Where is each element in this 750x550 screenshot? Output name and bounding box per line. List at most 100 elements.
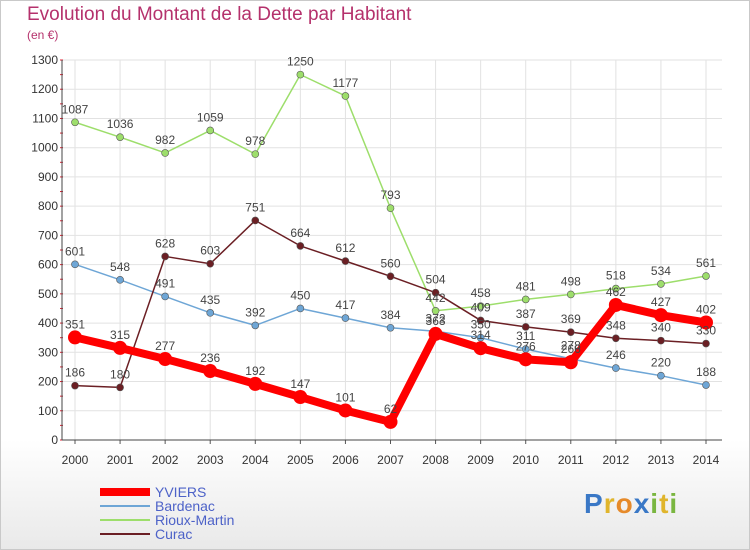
data-label: 236	[200, 351, 220, 365]
data-label: 101	[335, 390, 355, 404]
x-tick-label: 2000	[62, 453, 89, 467]
data-point	[653, 308, 668, 323]
data-point	[341, 314, 350, 322]
data-point	[657, 336, 665, 345]
data-label: 664	[290, 226, 310, 240]
data-point	[566, 328, 575, 336]
data-point	[116, 383, 124, 392]
logo-letter: P	[584, 488, 604, 519]
y-tick-label: 1300	[31, 53, 58, 67]
data-label: 315	[110, 328, 130, 342]
y-tick-label: 1200	[31, 82, 58, 96]
legend-label: Curac	[155, 526, 192, 542]
data-point	[383, 414, 398, 429]
data-label: 1177	[333, 76, 359, 90]
data-label: 266	[561, 342, 581, 356]
data-point	[476, 302, 485, 310]
data-point	[116, 276, 124, 284]
logo-letter: x	[633, 488, 651, 519]
data-point	[158, 352, 173, 367]
data-point	[563, 355, 578, 370]
data-point	[296, 70, 305, 79]
data-point	[566, 290, 575, 299]
x-tick-label: 2013	[648, 453, 675, 467]
data-point	[612, 364, 620, 372]
data-point	[341, 92, 350, 100]
data-label: 369	[561, 312, 581, 326]
data-label: 392	[245, 305, 265, 319]
data-point	[203, 364, 218, 379]
data-point	[699, 315, 713, 330]
data-point	[338, 403, 353, 418]
x-tick-label: 2003	[197, 453, 224, 467]
data-point	[161, 292, 169, 301]
data-label: 220	[651, 356, 671, 370]
data-point	[251, 150, 260, 158]
data-point	[341, 257, 350, 265]
logo-letter: t	[659, 488, 670, 519]
data-label: 450	[290, 288, 310, 302]
data-point	[702, 272, 710, 280]
data-label: 442	[426, 291, 446, 305]
x-tick-label: 2005	[287, 453, 314, 467]
data-label: 427	[651, 295, 671, 309]
data-point	[71, 260, 79, 269]
data-point	[612, 334, 620, 343]
data-label: 1036	[107, 117, 134, 131]
x-tick-label: 2012	[603, 453, 630, 467]
data-label: 246	[606, 348, 626, 362]
data-label: 612	[335, 241, 355, 255]
data-label: 481	[516, 279, 536, 293]
y-tick-label: 600	[38, 258, 58, 272]
data-label: 276	[516, 339, 536, 353]
data-label: 491	[155, 276, 175, 290]
x-tick-label: 2008	[422, 453, 449, 467]
data-label: 277	[155, 339, 175, 353]
data-label: 180	[110, 367, 130, 381]
chart-subtitle: (en €)	[27, 28, 59, 42]
x-tick-label: 2004	[242, 453, 269, 467]
data-point	[116, 133, 124, 141]
data-label: 548	[110, 260, 130, 274]
data-label: 387	[516, 307, 536, 321]
data-label: 363	[426, 314, 446, 328]
data-label: 402	[696, 302, 716, 316]
data-point	[113, 340, 128, 355]
data-label: 348	[606, 318, 626, 332]
data-point	[161, 252, 169, 261]
data-point	[608, 297, 623, 312]
logo-letter: i	[650, 488, 660, 519]
data-point	[251, 321, 260, 330]
data-label: 278	[561, 339, 581, 353]
data-point	[386, 204, 395, 212]
data-point	[612, 284, 620, 293]
x-tick-label: 2011	[558, 453, 584, 467]
x-tick-label: 2014	[693, 453, 720, 467]
data-point	[518, 352, 533, 367]
data-point	[296, 304, 305, 313]
data-point	[161, 149, 169, 157]
data-label: 409	[471, 300, 491, 314]
data-label: 560	[380, 256, 400, 270]
y-tick-label: 300	[38, 345, 58, 359]
data-label: 417	[335, 298, 355, 312]
data-point	[521, 295, 530, 304]
x-tick-label: 2010	[512, 453, 539, 467]
data-label: 793	[380, 188, 400, 202]
data-point	[476, 316, 485, 325]
data-point	[206, 259, 215, 268]
y-tick-label: 100	[38, 404, 58, 418]
data-label: 628	[155, 236, 175, 250]
legend-label: Bardenac	[155, 498, 215, 514]
data-point	[71, 381, 79, 390]
y-tick-label: 800	[38, 199, 58, 213]
plot-area	[62, 60, 722, 440]
data-point	[248, 376, 263, 391]
y-tick-label: 1100	[32, 111, 58, 125]
data-label: 188	[696, 365, 716, 379]
data-label: 603	[200, 244, 220, 258]
data-point	[296, 242, 305, 250]
data-label: 351	[65, 317, 85, 331]
y-tick-label: 900	[38, 170, 58, 184]
